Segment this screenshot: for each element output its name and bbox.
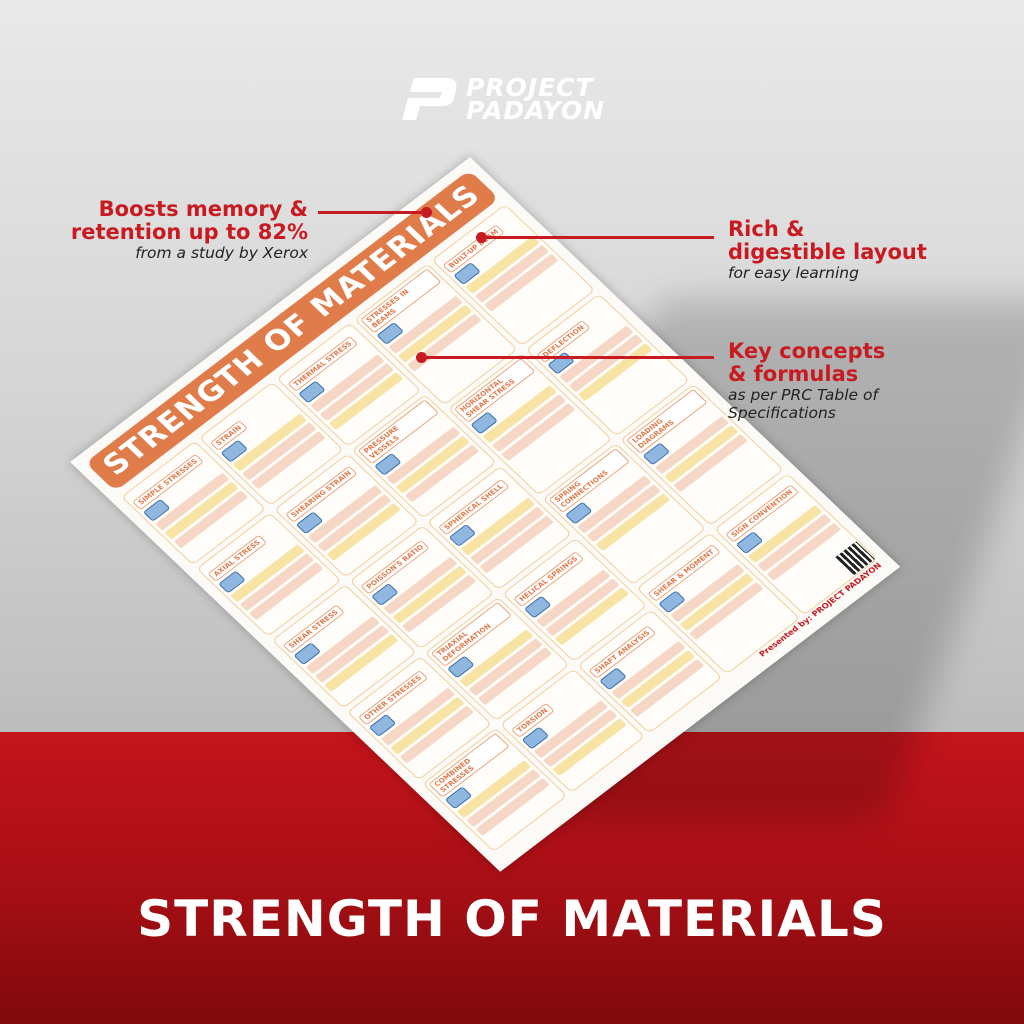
callout-formulas: Key concepts & formulas as per PRC Table… — [728, 339, 886, 423]
callout-heading: Rich & — [728, 217, 805, 241]
callout-sub: for easy learning — [728, 264, 859, 282]
callout-dot-2 — [476, 232, 487, 243]
callout-sub: as per PRC Table of — [728, 386, 878, 404]
callout-memory: Boosts memory & retention up to 82% from… — [70, 197, 308, 263]
callout-sub: from a study by Xerox — [135, 244, 308, 262]
callout-line-1 — [318, 211, 426, 214]
brand-line1: PROJECT — [466, 73, 594, 102]
callout-layout: Rich & digestible layout for easy learni… — [728, 217, 927, 283]
padayon-logo-icon — [402, 78, 457, 120]
brand-logo: PROJECT PADAYON — [400, 73, 605, 125]
callout-line-3 — [422, 356, 714, 359]
callout-heading: digestible layout — [728, 240, 927, 264]
callout-heading: Boosts memory & — [98, 197, 308, 221]
callout-heading: & formulas — [728, 362, 859, 386]
callout-dot-1 — [421, 207, 432, 218]
callout-line-2 — [482, 236, 714, 239]
callout-dot-3 — [416, 352, 427, 363]
bottom-title: STRENGTH OF MATERIALS — [137, 890, 887, 948]
callout-heading: Key concepts — [728, 339, 886, 363]
callout-sub: Specifications — [728, 404, 836, 422]
callout-heading: retention up to 82% — [70, 220, 308, 244]
brand-line2: PADAYON — [466, 96, 605, 125]
